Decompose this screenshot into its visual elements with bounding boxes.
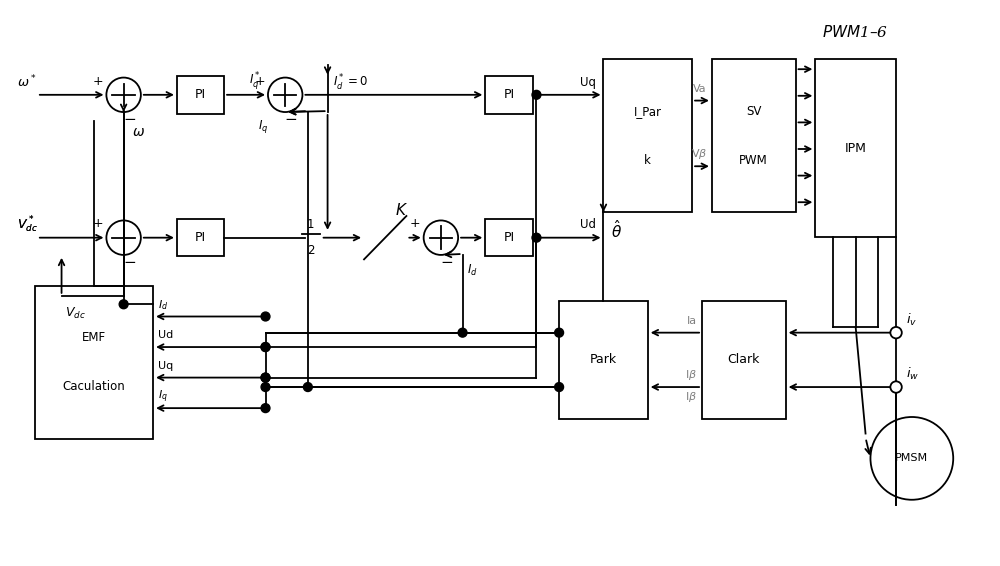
Text: PI: PI — [503, 88, 514, 101]
Bar — [712, 59, 796, 212]
Text: k: k — [644, 153, 651, 166]
Circle shape — [261, 373, 270, 382]
Text: $V_{dc}$: $V_{dc}$ — [65, 306, 85, 321]
Text: $I_q$: $I_q$ — [258, 118, 269, 135]
Circle shape — [119, 300, 128, 308]
Bar — [702, 301, 786, 419]
Text: $I_d^*=0$: $I_d^*=0$ — [333, 73, 369, 93]
Text: Park: Park — [590, 353, 617, 366]
Text: PI: PI — [195, 88, 206, 101]
Text: PMSM: PMSM — [895, 453, 928, 464]
Circle shape — [424, 220, 458, 255]
Text: +: + — [93, 75, 103, 88]
Bar — [603, 59, 692, 212]
Text: 2: 2 — [307, 244, 315, 257]
Text: I_Par: I_Par — [634, 105, 662, 118]
Circle shape — [261, 373, 270, 382]
Circle shape — [458, 328, 467, 337]
Bar — [485, 76, 533, 114]
Circle shape — [890, 381, 902, 393]
Bar — [815, 59, 896, 237]
Text: $K$: $K$ — [395, 202, 408, 218]
Circle shape — [532, 91, 541, 99]
Text: PI: PI — [195, 231, 206, 244]
Text: Ud: Ud — [158, 330, 173, 340]
Circle shape — [890, 327, 902, 338]
Text: I$\beta$: I$\beta$ — [685, 368, 697, 382]
Text: IPM: IPM — [845, 142, 867, 155]
Text: V$\beta$: V$\beta$ — [691, 147, 707, 161]
Circle shape — [106, 220, 141, 255]
Text: Ud: Ud — [580, 218, 596, 231]
Text: $\omega^*$: $\omega^*$ — [17, 74, 37, 91]
Text: −: − — [440, 255, 453, 270]
Text: 1: 1 — [307, 218, 315, 231]
Circle shape — [268, 78, 302, 112]
Text: $I_d$: $I_d$ — [158, 298, 168, 311]
Circle shape — [261, 342, 270, 351]
Circle shape — [555, 383, 564, 392]
Text: $V_{dc}^*$: $V_{dc}^*$ — [17, 215, 38, 235]
Circle shape — [261, 312, 270, 321]
Text: +: + — [410, 217, 421, 230]
Circle shape — [106, 78, 141, 112]
Text: Uq: Uq — [580, 75, 596, 88]
Text: $I_q^*$: $I_q^*$ — [249, 70, 261, 92]
Text: −: − — [123, 255, 136, 270]
Text: Ia: Ia — [687, 316, 697, 326]
Text: −: − — [285, 112, 297, 127]
Text: $i_w$: $i_w$ — [906, 366, 919, 382]
Text: PI: PI — [503, 231, 514, 244]
Text: $\hat{\theta}$: $\hat{\theta}$ — [611, 219, 622, 241]
Text: $\mathit{PWM}$1–6: $\mathit{PWM}$1–6 — [822, 24, 888, 40]
Text: Uq: Uq — [158, 361, 173, 371]
Text: +: + — [93, 217, 103, 230]
Text: SV: SV — [746, 105, 761, 118]
Text: $i_v$: $i_v$ — [906, 312, 917, 328]
Bar — [485, 219, 533, 256]
Text: PWM: PWM — [739, 153, 768, 166]
Bar — [559, 301, 648, 419]
Text: +: + — [254, 75, 265, 88]
Text: $\omega$: $\omega$ — [132, 125, 145, 139]
Bar — [35, 286, 153, 439]
Circle shape — [555, 328, 564, 337]
Text: EMF: EMF — [82, 331, 106, 344]
Text: Caculation: Caculation — [63, 380, 125, 393]
Text: $V_{dc}^*$: $V_{dc}^*$ — [17, 215, 38, 235]
Circle shape — [261, 404, 270, 413]
Text: $I_q$: $I_q$ — [158, 388, 168, 405]
Bar — [177, 219, 224, 256]
Text: $I_d$: $I_d$ — [467, 263, 478, 278]
Text: I$\beta$: I$\beta$ — [685, 390, 697, 404]
Bar — [177, 76, 224, 114]
Text: −: − — [123, 112, 136, 127]
Circle shape — [261, 342, 270, 351]
Circle shape — [303, 383, 312, 392]
Text: Va: Va — [693, 84, 707, 94]
Circle shape — [870, 417, 953, 500]
Circle shape — [532, 233, 541, 242]
Text: Clark: Clark — [728, 353, 760, 366]
Circle shape — [261, 383, 270, 392]
